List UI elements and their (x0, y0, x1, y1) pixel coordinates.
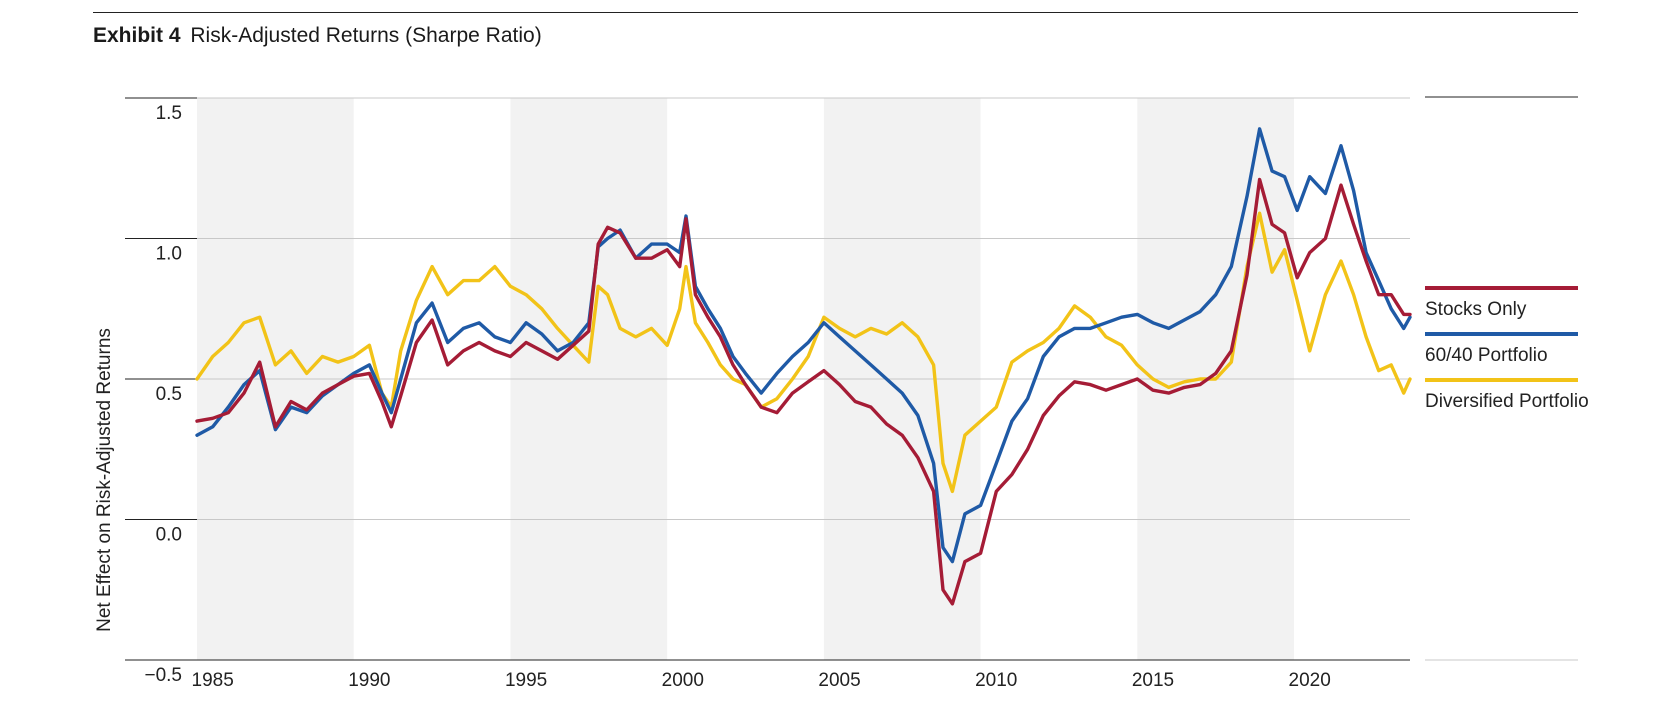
x-tick-label: 2015 (1132, 670, 1174, 691)
x-tick-label: 2000 (662, 670, 704, 691)
series-line-stocks-only (195, 177, 1412, 606)
x-tick-label: 1990 (348, 670, 390, 691)
gridlines (125, 97, 1410, 661)
y-tick-label: 0.5 (156, 384, 182, 405)
y-tick-label: 1.5 (156, 103, 182, 124)
legend-label: 60/40 Portfolio (1425, 345, 1548, 366)
legend: Stocks Only 60/40 Portfolio Diversified Po… (1425, 96, 1589, 661)
series-lines (195, 127, 1412, 606)
y-tick-labels: 1.5 1.0 0.5 0.0 −0.5 (144, 103, 182, 686)
chart-title: Exhibit 4 Risk-Adjusted Returns (Sharpe … (93, 24, 542, 48)
x-tick-labels: 1985 1990 1995 2000 2005 2010 2015 2020 (192, 670, 1331, 691)
y-tick-label: 1.0 (156, 244, 182, 265)
legend-label: Diversified Portfolio (1425, 391, 1589, 412)
top-rule (93, 12, 1578, 13)
y-tick-label: −0.5 (144, 665, 182, 686)
x-tick-label: 1995 (505, 670, 547, 691)
title-text: Risk-Adjusted Returns (Sharpe Ratio) (190, 24, 542, 47)
y-tick-label: 0.0 (156, 525, 182, 546)
exhibit-label: Exhibit 4 (93, 24, 181, 47)
x-tick-label: 2005 (818, 670, 860, 691)
x-tick-label: 2010 (975, 670, 1017, 691)
x-tick-label: 2020 (1289, 670, 1331, 691)
x-tick-label: 1985 (192, 670, 234, 691)
y-axis-label: Net Effect on Risk-Adjusted Returns (94, 328, 115, 632)
series-line-60-40-portfolio (195, 127, 1412, 564)
series-line-diversified-portfolio (195, 211, 1412, 494)
legend-label: Stocks Only (1425, 299, 1527, 320)
